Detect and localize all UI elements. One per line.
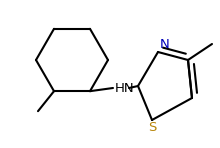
Text: S: S [148,121,156,134]
Text: N: N [160,38,170,51]
Text: HN: HN [115,82,135,95]
